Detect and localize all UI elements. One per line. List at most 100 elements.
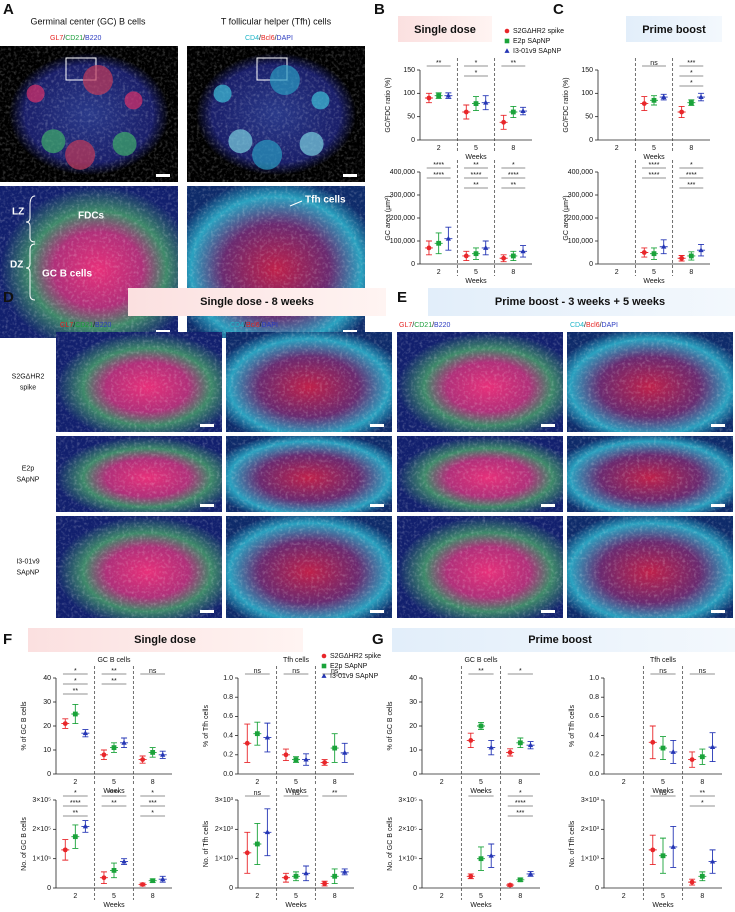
follicle [26, 84, 45, 103]
data-point [483, 245, 489, 250]
y-tick-label: 200,000 [568, 215, 593, 222]
y-tick-label: 0 [411, 137, 415, 144]
data-point [121, 858, 127, 864]
data-point [342, 868, 348, 874]
x-tick-label: 8 [151, 893, 155, 900]
x-tick-label: 2 [440, 893, 444, 900]
y-tick-label: 300,000 [568, 192, 593, 199]
x-tick-label: 8 [333, 779, 337, 786]
stain: / [260, 322, 262, 329]
stain: / [259, 35, 261, 42]
y-tick-label: 0.4 [589, 732, 599, 739]
significance-label: *** [687, 60, 695, 67]
significance-label: ns [292, 668, 300, 675]
stain: CD4 [245, 35, 259, 42]
stain: CD4 [570, 322, 584, 329]
significance-label: * [74, 790, 77, 797]
significance-label: *** [516, 810, 524, 817]
panel-letter: B [374, 1, 385, 18]
y-axis-title: No. of GC B cells [21, 817, 28, 871]
panel-header: Single dose [134, 634, 196, 646]
stain: / [584, 322, 586, 329]
significance-label: **** [433, 172, 444, 179]
header-box [626, 16, 722, 42]
stain: B220 [434, 322, 450, 329]
x-axis-title: Weeks [465, 278, 487, 285]
data-point [473, 101, 479, 106]
data-point [82, 823, 89, 829]
panel-header: Prime boost - 3 weeks + 5 weeks [495, 296, 665, 308]
significance-label: ns [149, 668, 157, 675]
image-texture [567, 436, 733, 512]
y-tick-label: 3×10³ [215, 797, 234, 804]
data-point [468, 873, 474, 879]
significance-label: ** [111, 678, 117, 685]
row-label: E2p [22, 465, 35, 472]
scale-bar [200, 610, 214, 613]
data-point [445, 235, 452, 241]
y-tick-label: 1×10³ [215, 856, 234, 863]
header-box [398, 16, 492, 42]
significance-label: **** [433, 162, 444, 169]
data-point [650, 847, 656, 853]
stain: DAPI [277, 35, 293, 42]
follicle [124, 91, 143, 110]
y-axis-title: No. of GC B cells [387, 817, 394, 871]
data-point [426, 245, 432, 251]
legend-marker [321, 673, 327, 678]
panel-title: Germinal center (GC) B cells [30, 16, 146, 26]
panel-header: Prime boost [528, 634, 592, 646]
row-label: SApNP [17, 569, 40, 576]
stain-label: GL7/CD21/B220 [399, 322, 451, 329]
scale-bar [541, 504, 555, 507]
y-axis-title: GC area (µm²) [563, 195, 570, 240]
y-tick-label: 0.0 [589, 771, 599, 778]
data-point [264, 829, 271, 835]
stain: / [244, 322, 246, 329]
y-axis-title: No. of Tfh cells [569, 820, 576, 867]
follicle [65, 139, 96, 170]
annotation: GC B cells [42, 269, 92, 280]
significance-label: **** [686, 172, 697, 179]
x-tick-label: 2 [255, 893, 259, 900]
panel-letter: G [372, 631, 384, 648]
data-point [699, 873, 705, 879]
stain: DAPI [262, 322, 278, 329]
data-point [501, 119, 507, 125]
data-point [660, 853, 666, 859]
follicle [41, 129, 66, 154]
stain-label: GL7/CD21/B220 [50, 35, 102, 42]
image-texture [56, 516, 222, 618]
significance-label: * [519, 790, 522, 797]
y-axis-title: % of GC B cells [21, 701, 28, 751]
y-tick-label: 0 [47, 885, 51, 892]
data-point [101, 752, 107, 758]
x-tick-label: 5 [112, 893, 116, 900]
follicle [213, 84, 232, 103]
significance-label: * [74, 678, 77, 685]
stain: GL7 [60, 322, 73, 329]
stain: / [73, 322, 75, 329]
significance-label: * [519, 668, 522, 675]
data-point [140, 757, 146, 762]
data-point [661, 94, 667, 99]
panel-header: Single dose [414, 24, 476, 36]
micrograph [567, 516, 733, 618]
significance-label: ** [436, 60, 442, 67]
stain: / [83, 35, 85, 42]
y-tick-label: 0 [589, 261, 593, 268]
y-tick-label: 150 [403, 67, 415, 74]
stain: CD21 [65, 35, 83, 42]
data-point [264, 734, 271, 740]
data-point [468, 738, 474, 743]
follicle [228, 129, 253, 154]
significance-label: **** [109, 790, 120, 797]
data-point [72, 834, 78, 840]
significance-label: ** [111, 668, 117, 675]
y-tick-label: 100 [581, 90, 593, 97]
data-point [332, 745, 338, 751]
significance-label: * [690, 70, 693, 77]
y-tick-label: 0.6 [589, 713, 599, 720]
legend-label: I3-01v9 SApNP [513, 48, 562, 55]
significance-label: **** [649, 162, 660, 169]
